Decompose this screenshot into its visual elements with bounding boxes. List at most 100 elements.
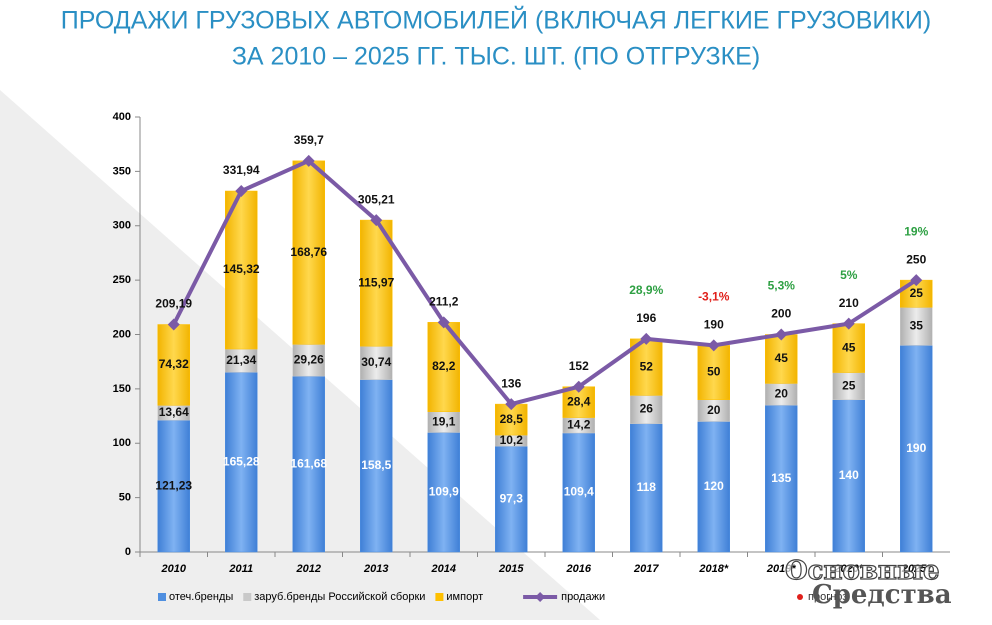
x-tick-label: 2016 xyxy=(566,563,592,575)
line-marker xyxy=(167,318,180,331)
data-label: 118 xyxy=(637,480,657,494)
bar-segment xyxy=(900,307,933,346)
data-label: 152 xyxy=(569,359,589,373)
data-label: 190 xyxy=(906,441,926,455)
data-label: 50 xyxy=(707,365,721,379)
bar-segment xyxy=(360,219,393,347)
bar-segment xyxy=(562,432,595,553)
line-marker xyxy=(910,274,923,287)
bar-segment xyxy=(900,345,933,553)
legend-swatch xyxy=(435,593,444,601)
bar-segment xyxy=(832,399,865,553)
x-tick-label: 2010 xyxy=(161,563,187,575)
bar-segment xyxy=(765,404,798,553)
data-label: 211,2 xyxy=(429,294,459,308)
data-label: 121,23 xyxy=(155,478,192,492)
legend-label: отеч.бренды xyxy=(169,591,233,603)
y-tick-label: 300 xyxy=(113,220,131,232)
line-marker xyxy=(302,154,315,167)
data-label: 161,68 xyxy=(290,456,327,470)
legend-swatch xyxy=(158,593,166,601)
line-marker xyxy=(235,185,248,198)
bar-segment xyxy=(157,419,190,553)
data-label: 21,34 xyxy=(226,353,256,367)
legend-swatch xyxy=(243,593,252,601)
data-label: 45 xyxy=(775,351,789,365)
bar-segment xyxy=(697,345,730,400)
data-label: 145,32 xyxy=(223,262,260,276)
x-tick-label: 2020* xyxy=(833,563,863,575)
data-label: 120 xyxy=(704,479,724,493)
data-label: 305,21 xyxy=(358,192,395,206)
y-tick-label: 400 xyxy=(113,111,131,123)
bar-segment xyxy=(292,375,325,553)
line-marker xyxy=(775,328,788,341)
data-label: 115,97 xyxy=(358,275,394,289)
data-label: 14,2 xyxy=(567,417,591,431)
data-label: 250 xyxy=(906,252,926,266)
data-label: 26 xyxy=(640,402,654,416)
data-label: 97,3 xyxy=(500,491,524,505)
data-label: 331,94 xyxy=(223,163,260,177)
y-tick-label: 50 xyxy=(119,492,131,504)
watermark: Основные xyxy=(785,556,940,586)
legend-label: импорт xyxy=(446,591,483,603)
data-label: 359,7 xyxy=(294,133,324,147)
legend-marker xyxy=(535,592,546,602)
x-tick-label: 2014 xyxy=(431,563,456,575)
data-label: 25 xyxy=(842,378,856,392)
line-marker xyxy=(640,332,653,345)
data-label: 109,4 xyxy=(564,485,594,499)
data-label: 165,28 xyxy=(223,454,260,468)
bar-segment xyxy=(292,160,325,345)
growth-label: 28,9% xyxy=(629,283,663,297)
data-label: 140 xyxy=(839,468,859,482)
x-tick-label: 2012 xyxy=(296,563,321,575)
growth-label: 19% xyxy=(904,224,928,238)
x-tick-label: 2011 xyxy=(228,563,253,575)
data-label: 168,76 xyxy=(290,245,327,259)
chart-title: ЗА 2010 – 2025 ГГ. ТЫС. ШТ. (ПО ОТГРУЗКЕ… xyxy=(232,43,760,71)
bar-segment xyxy=(832,323,865,373)
data-label: 74,32 xyxy=(159,357,189,371)
y-tick-label: 0 xyxy=(125,546,131,558)
data-label: 52 xyxy=(640,359,654,373)
bar-segment xyxy=(157,324,190,406)
x-tick-label: 2019* xyxy=(766,563,796,575)
data-label: 20 xyxy=(775,386,789,400)
legend-label: заруб.бренды Российской сборки xyxy=(254,591,425,603)
data-label: 10,2 xyxy=(500,433,524,447)
bar-segment xyxy=(630,423,663,553)
legend-label: продажи xyxy=(561,591,605,603)
data-label: 29,26 xyxy=(294,352,324,366)
line-marker xyxy=(572,380,585,393)
data-label: 135 xyxy=(771,471,791,485)
bar-segment xyxy=(292,344,325,377)
data-label: 210 xyxy=(839,296,859,310)
data-label: 190 xyxy=(704,318,724,332)
line-marker xyxy=(370,214,383,227)
x-tick-label: 2013 xyxy=(363,563,388,575)
legend-dot xyxy=(797,594,803,600)
forecast-note: прогноз xyxy=(808,591,847,603)
data-label: 20 xyxy=(707,403,721,417)
line-marker xyxy=(842,317,855,330)
line-marker xyxy=(505,398,518,411)
data-label: 25 xyxy=(910,286,924,300)
data-label: 13,64 xyxy=(159,405,189,419)
y-tick-label: 350 xyxy=(113,165,131,177)
bar-segment xyxy=(360,345,393,380)
bar-segment xyxy=(495,445,528,553)
x-tick-label: 2015 xyxy=(498,563,524,575)
growth-label: 5% xyxy=(840,268,858,282)
y-tick-label: 250 xyxy=(113,274,131,286)
x-tick-label: 2018* xyxy=(698,563,728,575)
bar-segment xyxy=(697,421,730,553)
watermark: Средства xyxy=(812,580,952,610)
line xyxy=(171,158,918,407)
bar-segment xyxy=(630,395,663,424)
y-tick-label: 100 xyxy=(113,437,131,449)
y-tick-label: 150 xyxy=(113,383,131,395)
growth-label: -3,1% xyxy=(698,290,730,304)
